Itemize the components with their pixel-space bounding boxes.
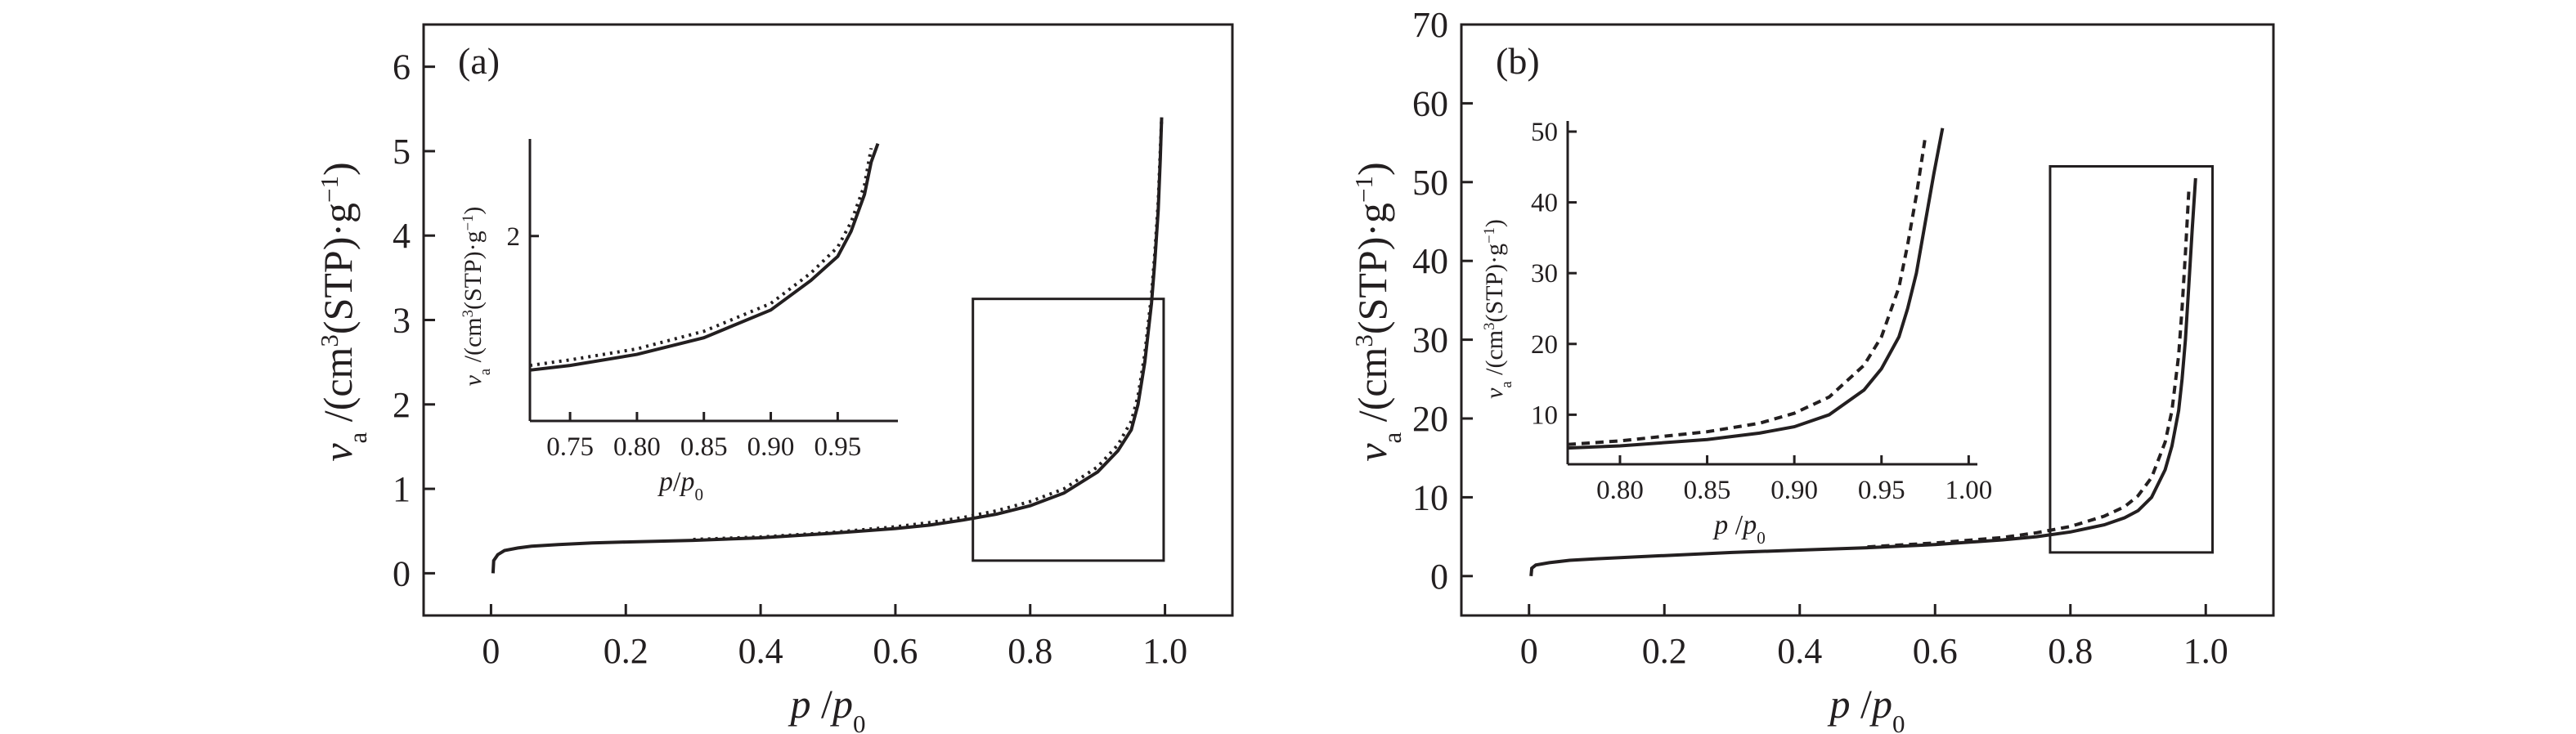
y-tick-label: 40 [1412, 241, 1448, 281]
x-tick-label: 0 [1520, 631, 1538, 671]
y-tick-label: 3 [393, 301, 411, 341]
inset-series-line-1 [1567, 128, 1945, 450]
inset-x-tick-label: 0.85 [680, 432, 728, 462]
inset-y-tick-label: 20 [1531, 330, 1558, 360]
x-tick-label: 0.8 [2048, 631, 2093, 671]
x-tick-label: 0 [482, 631, 500, 671]
x-tick-label: 1.0 [2183, 631, 2228, 671]
x-tick-label: 0.4 [1777, 631, 1822, 671]
y-tick-label: 6 [393, 47, 411, 87]
inset-series-line-2 [1567, 138, 1927, 446]
x-tick-label: 0.4 [738, 631, 783, 671]
inset-x-tick-label: 0.95 [1858, 476, 1905, 505]
inset-y-tick-label: 30 [1531, 259, 1558, 289]
x-tick-label: 0.6 [873, 631, 918, 671]
zoom-region-box [972, 298, 1165, 562]
inset-x-tick-label: 0.95 [814, 432, 861, 462]
y-tick-label: 4 [393, 216, 411, 256]
x-tick-label: 0.6 [1913, 631, 1958, 671]
inset-x-axis-label: p/p0 [657, 467, 703, 504]
panel-label: (a) [458, 40, 500, 82]
y-axis-label: va /(cm3(STP)·g−1) [315, 162, 372, 461]
inset-x-tick-label: 1.00 [1945, 476, 1992, 505]
x-tick-label: 0.2 [1642, 631, 1687, 671]
inset-y-tick-label: 40 [1531, 189, 1558, 218]
x-axis-label: p /p0 [1828, 681, 1905, 734]
y-tick-label: 70 [1412, 5, 1448, 45]
inset-y-tick-label: 50 [1531, 118, 1558, 147]
y-tick-label: 10 [1412, 477, 1448, 517]
inset-x-tick-label: 0.80 [613, 432, 661, 462]
y-tick-label: 0 [393, 553, 411, 593]
inset-x-axis-label: p /p0 [1712, 510, 1766, 548]
inset-y-axis-label: va /(cm3(STP)·g−1) [1481, 219, 1515, 399]
plot-frame [1460, 23, 2275, 617]
y-tick-label: 2 [393, 385, 411, 425]
x-axis-label: p /p0 [788, 681, 866, 734]
y-tick-label: 20 [1412, 399, 1448, 439]
inset-x-tick-label: 0.75 [546, 432, 594, 462]
x-tick-label: 0.8 [1008, 631, 1052, 671]
inset-y-axis-label: va /(cm3(STP)·g−1) [460, 207, 494, 387]
inset-y-tick-label: 10 [1531, 401, 1558, 430]
inset-plot: 0.75 0.80 0.85 0.90 0.95 2 p/p0 va /(cm3(STP)·g… [460, 139, 898, 504]
series-line-1 [491, 117, 1164, 574]
inset-x-tick-label: 0.85 [1684, 476, 1731, 505]
inset-series-line-1 [529, 143, 880, 372]
zoom-region-box [2049, 165, 2215, 554]
x-tick-label: 0.2 [604, 631, 648, 671]
x-tick-label: 1.0 [1142, 631, 1187, 671]
panel-a: 0 0.2 0.4 0.6 0.8 1.0 0 1 2 3 4 5 6 (a) p /p0 va /(cm3(… [315, 23, 1234, 734]
panel-label: (b) [1496, 40, 1540, 82]
y-axis-label: va /(cm3(STP)·g−1) [1349, 162, 1407, 461]
y-tick-label: 0 [1430, 557, 1448, 597]
inset-series-line-2 [529, 147, 873, 368]
y-tick-label: 60 [1412, 83, 1448, 123]
y-tick-label: 1 [393, 469, 411, 509]
inset-x-tick-label: 0.90 [747, 432, 795, 462]
inset-plot: 0.80 0.85 0.90 0.95 1.00 10 20 30 40 50 p /p0 va /(… [1481, 118, 1993, 548]
y-tick-label: 30 [1412, 320, 1448, 360]
plot-frame [422, 23, 1234, 617]
series-line-1 [1529, 177, 2197, 576]
inset-x-tick-label: 0.90 [1770, 476, 1818, 505]
inset-y-tick-label: 2 [507, 222, 521, 252]
inset-x-tick-label: 0.80 [1596, 476, 1644, 505]
y-tick-label: 5 [393, 132, 411, 172]
y-tick-label: 50 [1412, 163, 1448, 203]
series-line-2 [1867, 190, 2191, 549]
